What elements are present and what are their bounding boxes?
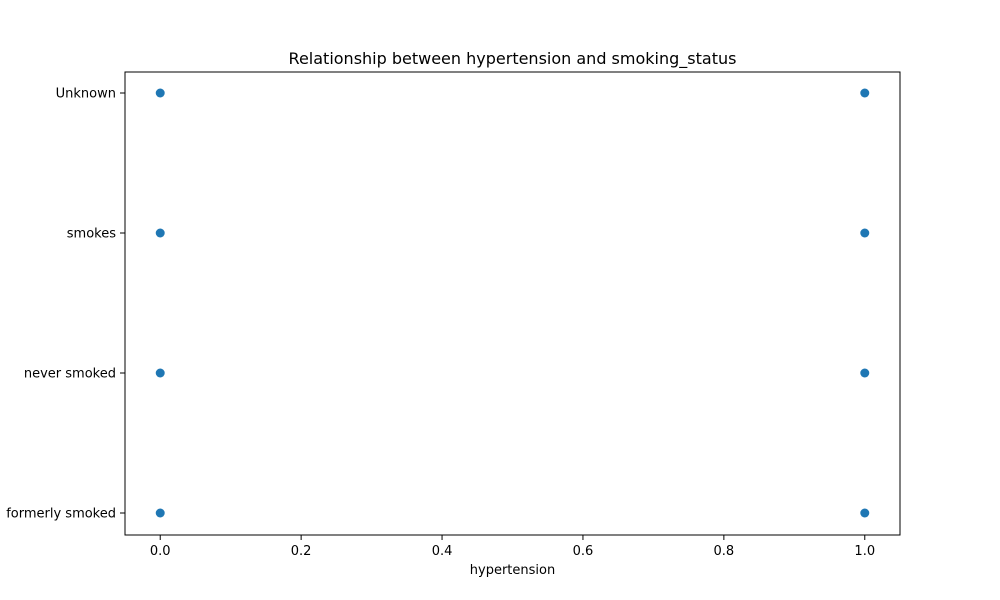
data-point	[860, 228, 870, 238]
data-point	[155, 88, 165, 98]
data-point	[860, 368, 870, 378]
data-point	[860, 508, 870, 518]
data-point	[155, 368, 165, 378]
y-tick-label: formerly smoked	[6, 507, 116, 522]
x-tick-label: 0.2	[291, 544, 312, 559]
x-tick-label: 0.4	[432, 544, 453, 559]
y-tick-label: never smoked	[24, 367, 116, 382]
data-point	[155, 228, 165, 238]
x-tick-label: 0.8	[714, 544, 735, 559]
y-tick-label: Unknown	[56, 87, 116, 102]
x-axis-label: hypertension	[470, 563, 555, 578]
x-tick-label: 1.0	[854, 544, 875, 559]
chart-title: Relationship between hypertension and sm…	[289, 49, 737, 69]
plot-area: 0.0 0.2 0.4 0.6 0.8 1.0 formerly smoked never s…	[6, 71, 901, 559]
data-point	[155, 508, 165, 518]
x-tick-label: 0.0	[150, 544, 171, 559]
data-point	[860, 88, 870, 98]
x-tick-label: 0.6	[573, 544, 594, 559]
y-tick-label: smokes	[67, 227, 116, 242]
plot-frame	[124, 71, 901, 536]
